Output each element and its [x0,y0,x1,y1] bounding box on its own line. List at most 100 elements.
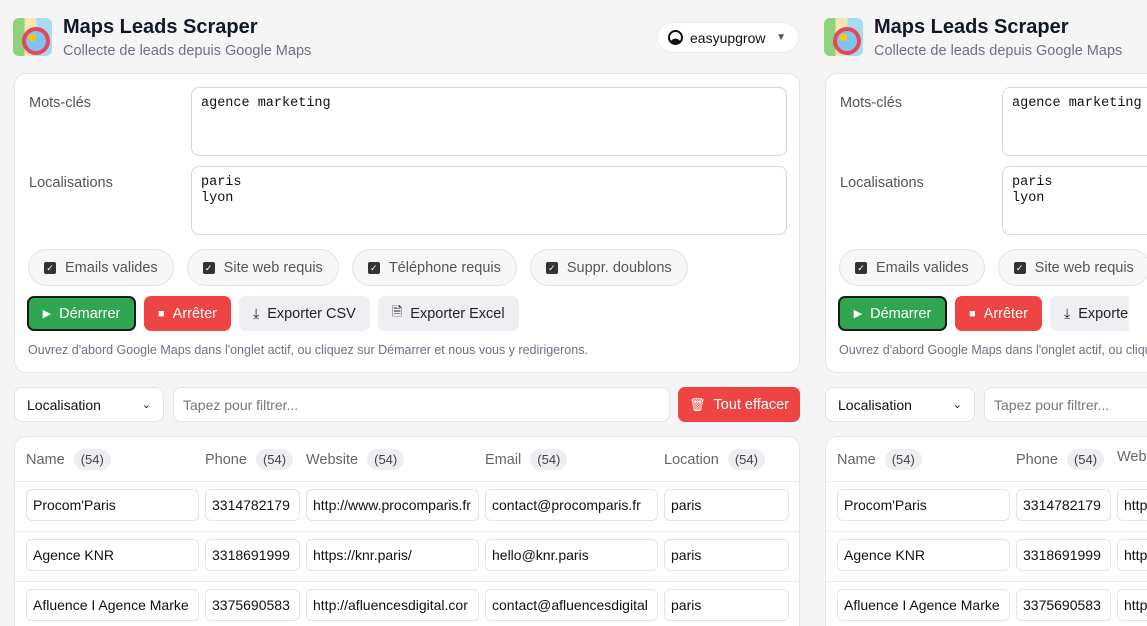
app-panel-duplicate: Maps Leads Scraper Collecte de leads dep… [811,0,1147,626]
filter-column-select[interactable]: Localisation ⌄ [825,387,975,422]
cell-name[interactable]: Procom'Paris [26,489,199,521]
locations-textarea[interactable]: paris lyon [191,166,787,235]
play-icon: ▶ [42,308,52,320]
checkbox-checked-icon[interactable]: ✓ [855,261,867,274]
option-label: Site web requis [1034,259,1134,276]
download-icon: ⤓ [252,305,260,321]
export-excel-label: Exporter Excel [410,305,505,322]
checkbox-checked-icon[interactable]: ✓ [44,261,56,274]
column-header-name[interactable]: Name (54) [26,449,111,470]
start-button[interactable]: ▶ Démarrer [838,296,947,331]
export-csv-button[interactable]: ⤓ Exporter CSV [238,296,370,331]
cell-name[interactable]: Afluence I Agence Marke [26,589,199,621]
option-label: Téléphone requis [388,259,501,276]
hint-text: Ouvrez d'abord Google Maps dans l'onglet… [28,343,588,357]
cell-email[interactable]: hello@knr.paris [485,539,658,571]
locations-label: Localisations [840,175,924,191]
option-website-required[interactable]: ✓ Site web requis [997,249,1147,286]
cell-phone[interactable]: 3318691999 [205,539,300,571]
option-valid-emails[interactable]: ✓ Emails valides [28,249,174,286]
stop-label: Arrêter [172,305,217,322]
column-header-location[interactable]: Location (54) [664,449,765,470]
checkbox-checked-icon[interactable]: ✓ [202,261,215,274]
cell-website[interactable]: http://afluencesdigital.cor [306,589,479,621]
column-label: Email [485,451,522,468]
keywords-textarea[interactable]: agence marketing [191,87,787,156]
cell-location[interactable]: paris [664,589,789,621]
start-label: Démarrer [870,305,932,322]
app-logo [13,18,52,56]
column-label: Website [1117,449,1147,465]
row-divider [826,531,1147,532]
stop-button[interactable]: ■ Arrêter [144,296,231,331]
chevron-down-icon: ⌄ [141,399,151,411]
column-header-phone[interactable]: Phone (54) [205,449,294,470]
filter-input[interactable] [173,387,670,422]
count-badge: (54) [884,449,922,470]
option-website-required[interactable]: ✓ Site web requis [186,249,339,286]
search-card: Mots-clés agence marketing Localisations… [14,73,800,373]
option-remove-duplicates[interactable]: ✓ Suppr. doublons [529,249,688,286]
count-badge: (54) [530,449,568,470]
option-valid-emails[interactable]: ✓ Emails valides [839,249,985,286]
checkbox-checked-icon[interactable]: ✓ [367,261,380,274]
locations-textarea[interactable]: paris lyon [1002,166,1147,235]
cell-phone[interactable]: 3314782179 [205,489,300,521]
cell-phone[interactable]: 3375690583 [1016,589,1111,621]
column-header-email[interactable]: Email (54) [485,449,568,470]
app-title: Maps Leads Scraper [874,16,1069,38]
column-label: Phone [1016,451,1058,468]
clear-all-button[interactable]: 🗑 Tout effacer [678,387,800,422]
stop-button[interactable]: ■ Arrêter [955,296,1042,331]
cell-website[interactable]: http://www.procomparis.fr [1117,489,1147,521]
cell-location[interactable]: paris [664,539,789,571]
column-header-phone[interactable]: Phone (54) [1016,449,1105,470]
cell-phone[interactable]: 3318691999 [1016,539,1111,571]
checkbox-checked-icon[interactable]: ✓ [1013,261,1026,274]
column-header-name[interactable]: Name (54) [837,449,922,470]
export-csv-label: Exporter CSV [1078,305,1129,322]
column-label: Location [664,451,719,468]
count-badge: (54) [73,449,111,470]
checkbox-checked-icon[interactable]: ✓ [545,261,558,274]
app-subtitle: Collecte de leads depuis Google Maps [63,43,312,59]
results-table: Name(54) Phone(54) Website Procom'Paris3… [825,436,1147,626]
export-csv-label: Exporter CSV [267,305,356,322]
start-button[interactable]: ▶ Démarrer [27,296,136,331]
count-badge: (54) [727,449,765,470]
stop-icon: ■ [158,307,165,320]
export-excel-button[interactable]: 🗎 Exporter Excel [377,296,519,331]
cell-website[interactable]: http://www.procomparis.fr [306,489,479,521]
search-card: Mots-clés agence marketing Localisations… [825,73,1147,373]
cell-website[interactable]: https://knr.paris/ [306,539,479,571]
clear-all-label: Tout effacer [713,396,790,413]
column-label: Name [837,451,876,468]
row-divider [15,581,799,582]
cell-phone[interactable]: 3375690583 [205,589,300,621]
option-phone-required[interactable]: ✓ Téléphone requis [351,249,517,286]
filter-column-select[interactable]: Localisation ⌄ [14,387,164,422]
cell-website[interactable]: https://knr.paris/ [1117,539,1147,571]
filter-input[interactable] [984,387,1147,422]
column-label: Website [306,451,359,468]
export-csv-button[interactable]: ⤓ Exporter CSV [1049,296,1129,331]
count-badge: (54) [1066,449,1105,470]
app-title: Maps Leads Scraper [63,16,258,38]
cell-name[interactable]: Agence KNR [26,539,199,571]
account-dropdown[interactable]: easyupgrow ▼ [657,22,799,53]
cell-email[interactable]: contact@afluencesdigital [485,589,658,621]
column-header-website[interactable]: Website (54) [306,449,405,470]
cell-location[interactable]: paris [664,489,789,521]
column-header-website[interactable]: Website [1117,449,1147,465]
cell-website[interactable]: http://afluencesdigital.cor [1117,589,1147,621]
cell-name[interactable]: Agence KNR [837,539,1010,571]
keywords-textarea[interactable]: agence marketing [1002,87,1147,156]
cell-phone[interactable]: 3314782179 [1016,489,1111,521]
option-label: Emails valides [876,259,969,276]
results-table: Name (54) Phone (54) Website (54) Email (54)… [14,436,800,626]
cell-email[interactable]: contact@procomparis.fr [485,489,658,521]
cell-name[interactable]: Procom'Paris [837,489,1010,521]
app-subtitle: Collecte de leads depuis Google Maps [874,43,1123,59]
cell-name[interactable]: Afluence I Agence Marke [837,589,1010,621]
row-divider [826,581,1147,582]
